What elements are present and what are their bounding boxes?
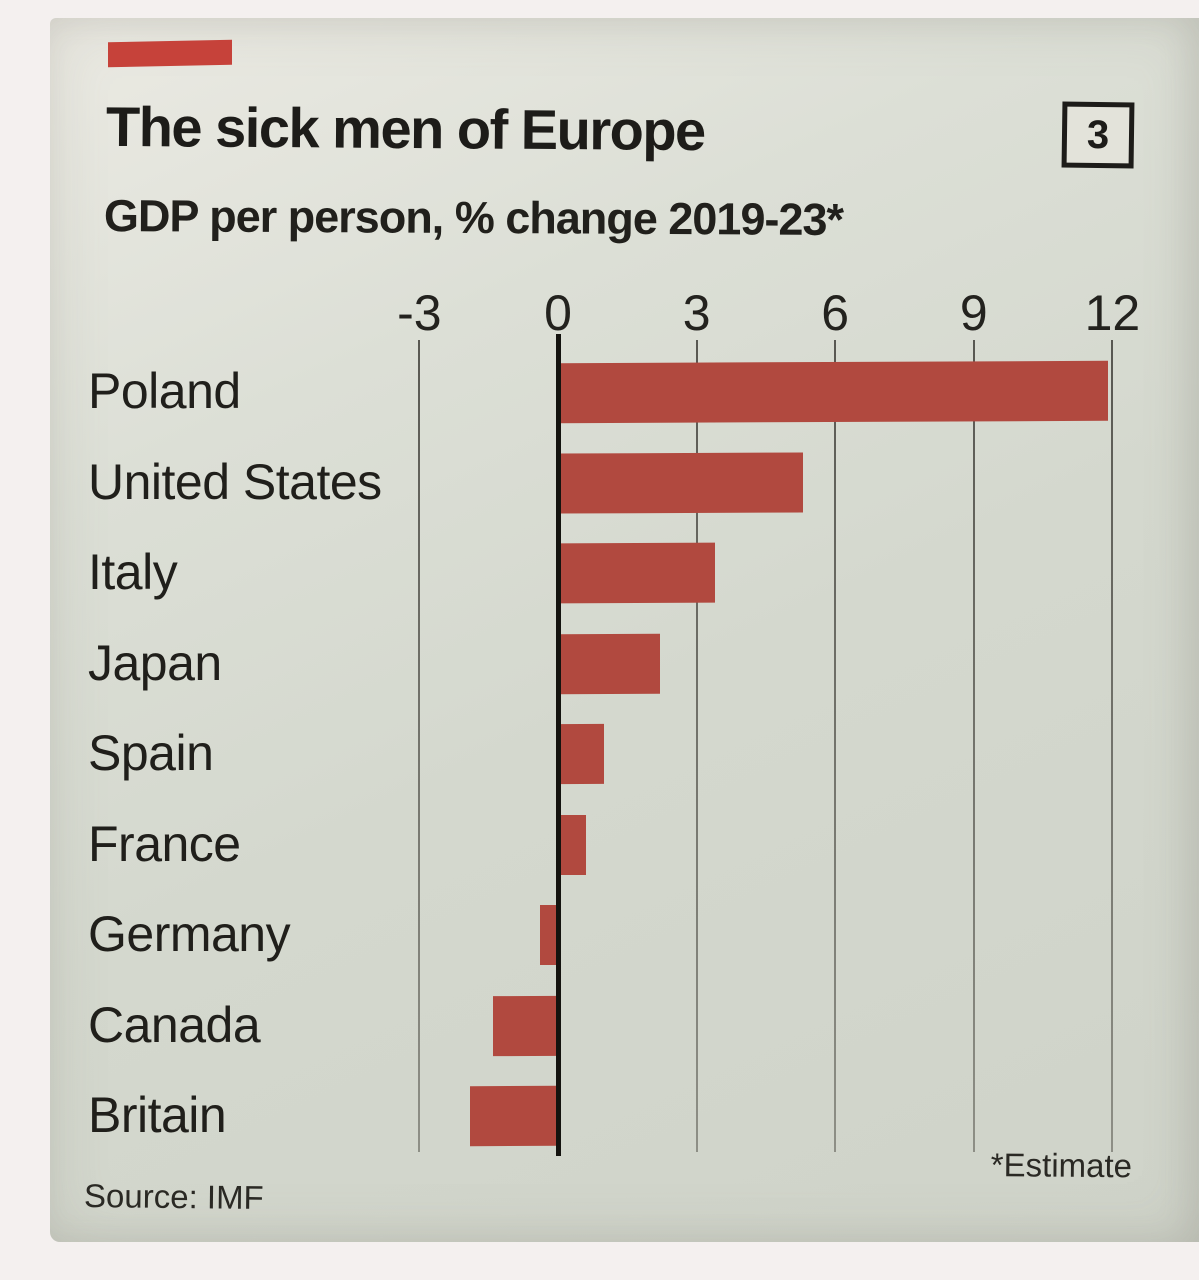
gridline-9 xyxy=(972,340,975,1152)
x-tick-label-3: 3 xyxy=(682,285,711,341)
bar-canada xyxy=(493,995,558,1056)
zero-axis-line xyxy=(556,334,561,1156)
x-tick-label-0: 0 xyxy=(544,285,572,341)
bar-united-states xyxy=(558,451,803,514)
x-tick-label--3: -3 xyxy=(397,285,442,341)
country-label-poland: Poland xyxy=(88,363,241,419)
country-label-spain: Spain xyxy=(88,725,214,781)
country-label-japan: Japan xyxy=(88,634,222,691)
country-label-canada: Canada xyxy=(88,996,261,1053)
bar-poland xyxy=(558,360,1108,424)
bar-spain xyxy=(558,723,605,785)
newspaper-clipping-background xyxy=(50,18,1199,1242)
country-label-germany: Germany xyxy=(88,906,291,962)
bar-japan xyxy=(558,633,660,694)
gridline--3 xyxy=(418,340,421,1152)
gridline-6 xyxy=(834,340,837,1152)
bar-france xyxy=(558,814,586,875)
estimate-footnote: *Estimate xyxy=(990,1146,1133,1185)
source-label: Source: IMF xyxy=(83,1177,264,1216)
country-label-france: France xyxy=(88,815,241,872)
bar-italy xyxy=(558,542,716,604)
x-tick-label-12: 12 xyxy=(1084,285,1141,341)
country-label-britain: Britain xyxy=(88,1087,227,1143)
gridline-3 xyxy=(695,340,698,1152)
country-label-italy: Italy xyxy=(88,544,178,600)
bar-britain xyxy=(470,1085,558,1147)
x-tick-label-6: 6 xyxy=(821,285,850,341)
gridline-12 xyxy=(1111,340,1114,1152)
x-tick-label-9: 9 xyxy=(959,285,988,341)
country-label-united-states: United States xyxy=(88,453,382,510)
